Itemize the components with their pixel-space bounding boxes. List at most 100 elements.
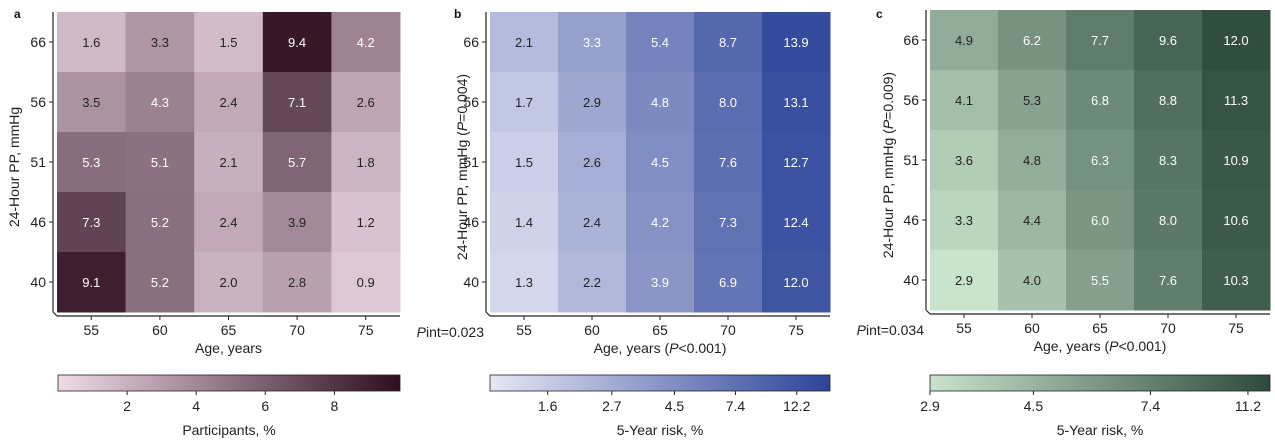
heatmap-cell (930, 70, 999, 131)
cell-value-label: 11.3 (1224, 93, 1248, 108)
x-tick-label: 70 (720, 322, 736, 338)
heatmap-cell (998, 130, 1067, 191)
cell-value-label: 2.6 (583, 155, 601, 170)
cell-value-label: 1.3 (515, 275, 533, 290)
heatmap-cell (626, 72, 695, 133)
cell-value-label: 12.0 (1223, 33, 1248, 48)
panel-letter: c (876, 7, 883, 21)
cell-value-label: 5.2 (151, 215, 169, 230)
y-tick-label: 51 (903, 152, 919, 168)
colorbar-tick-label: 2.9 (920, 398, 940, 414)
cell-value-label: 2.2 (583, 275, 601, 290)
heatmap-cell (331, 252, 401, 313)
cell-value-label: 8.3 (1159, 153, 1177, 168)
axis-corner (52, 311, 58, 317)
colorbar-tick-label: 12.2 (783, 398, 810, 414)
cell-value-label: 8.0 (719, 95, 737, 110)
heatmap-cell (490, 252, 559, 313)
x-tick-label: 60 (152, 322, 168, 338)
cell-value-label: 2.6 (357, 95, 375, 110)
colorbar-tick-label: 2 (123, 398, 131, 414)
colorbar-tick-label: 2.7 (602, 398, 622, 414)
heatmap-cell (331, 72, 401, 133)
panel-letter: b (454, 7, 461, 21)
cell-value-label: 9.1 (82, 275, 100, 290)
x-tick-label: 65 (221, 322, 237, 338)
heatmap-cell (1066, 250, 1135, 311)
x-tick-label: 70 (289, 322, 305, 338)
heatmap-cell (1134, 130, 1203, 191)
cell-value-label: 4.3 (151, 95, 169, 110)
heatmap-cell (1134, 190, 1203, 251)
heatmap-cell (262, 12, 332, 73)
heatmap-cell (262, 252, 332, 313)
heatmap-cell (558, 132, 627, 193)
x-tick-label: 60 (584, 322, 600, 338)
x-tick-label: 60 (1024, 320, 1040, 336)
y-tick-label: 46 (30, 214, 46, 230)
cell-value-label: 5.2 (151, 275, 169, 290)
heatmap-cell (1202, 130, 1271, 191)
cell-value-label: 7.1 (288, 95, 306, 110)
cell-value-label: 3.9 (651, 275, 669, 290)
cell-value-label: 7.6 (719, 155, 737, 170)
cell-value-label: 8.7 (719, 35, 737, 50)
heatmap-cell (331, 12, 401, 73)
cell-value-label: 6.3 (1091, 153, 1109, 168)
cell-value-label: 5.1 (151, 155, 169, 170)
heatmap-panel-b: b 2.1 3.3 5.4 8.7 13.9 1.7 2.9 4.8 8.0 13.1 1.5 2.6 4… (417, 7, 831, 438)
colorbar (489, 374, 831, 392)
cell-value-label: 4.9 (955, 33, 973, 48)
heatmap-cell (1202, 10, 1271, 71)
cell-value-label: 9.4 (288, 35, 306, 50)
colorbar (57, 374, 401, 392)
cell-value-label: 3.3 (955, 213, 973, 228)
axis-corner (485, 311, 491, 317)
cell-value-label: 7.3 (719, 215, 737, 230)
cell-value-label: 2.4 (583, 215, 601, 230)
heatmap-cell (1202, 250, 1271, 311)
heatmap-cell (490, 192, 559, 253)
heatmap-cell (57, 132, 127, 193)
heatmap-cell (626, 12, 695, 73)
heatmap-cell (762, 132, 831, 193)
cell-value-label: 4.4 (1023, 213, 1041, 228)
heatmap-cell (1134, 10, 1203, 71)
cell-value-label: 7.3 (82, 215, 100, 230)
cell-value-label: 5.4 (651, 35, 669, 50)
cell-value-label: 1.2 (357, 215, 375, 230)
heatmap-cell (998, 70, 1067, 131)
cell-value-label: 3.9 (288, 215, 306, 230)
y-tick-label: 40 (903, 272, 919, 288)
cell-value-label: 10.9 (1223, 153, 1248, 168)
cell-value-label: 12.4 (783, 215, 808, 230)
heatmap-cell (558, 72, 627, 133)
heatmap-cell (558, 192, 627, 253)
colorbar-label: Participants, % (182, 422, 275, 438)
cell-value-label: 6.8 (1091, 93, 1109, 108)
heatmap-cell (194, 252, 264, 313)
pint-annotation: Pint=0.023 (417, 324, 485, 340)
heatmap-cell (626, 192, 695, 253)
y-tick-label: 66 (903, 32, 919, 48)
heatmap-cell (1066, 70, 1135, 131)
cell-value-label: 4.2 (357, 35, 375, 50)
heatmap-cell (262, 72, 332, 133)
cell-value-label: 3.6 (955, 153, 973, 168)
cell-value-label: 7.6 (1159, 273, 1177, 288)
heatmap-cell (930, 130, 999, 191)
heatmap-cell (1202, 70, 1271, 131)
cell-value-label: 2.0 (219, 275, 237, 290)
cell-value-label: 8.8 (1159, 93, 1177, 108)
x-tick-label: 55 (956, 320, 972, 336)
heatmap-cell (194, 132, 264, 193)
cell-value-label: 8.0 (1159, 213, 1177, 228)
heatmap-cell (694, 132, 763, 193)
heatmap-cell (490, 72, 559, 133)
y-tick-label: 40 (30, 274, 46, 290)
colorbar (929, 374, 1271, 392)
x-axis-label: Age, years (P<0.001) (1034, 338, 1167, 354)
y-tick-label: 46 (463, 214, 479, 230)
colorbar-tick-label: 1.6 (538, 398, 558, 414)
heatmap-cell (694, 252, 763, 313)
